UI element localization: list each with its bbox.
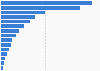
Bar (1, 20, 30, 24)
Bar (1, 29, 19, 33)
Bar (1, 34, 15, 37)
Bar (1, 57, 5, 60)
Bar (1, 24, 24, 28)
Bar (1, 52, 7, 56)
Bar (1, 15, 36, 19)
Bar (1, 38, 12, 42)
Bar (1, 43, 10, 47)
Bar (1, 47, 9, 51)
Bar (1, 66, 3, 70)
Bar (1, 61, 4, 65)
Bar (1, 1, 92, 5)
Bar (1, 11, 46, 14)
Bar (1, 6, 80, 10)
